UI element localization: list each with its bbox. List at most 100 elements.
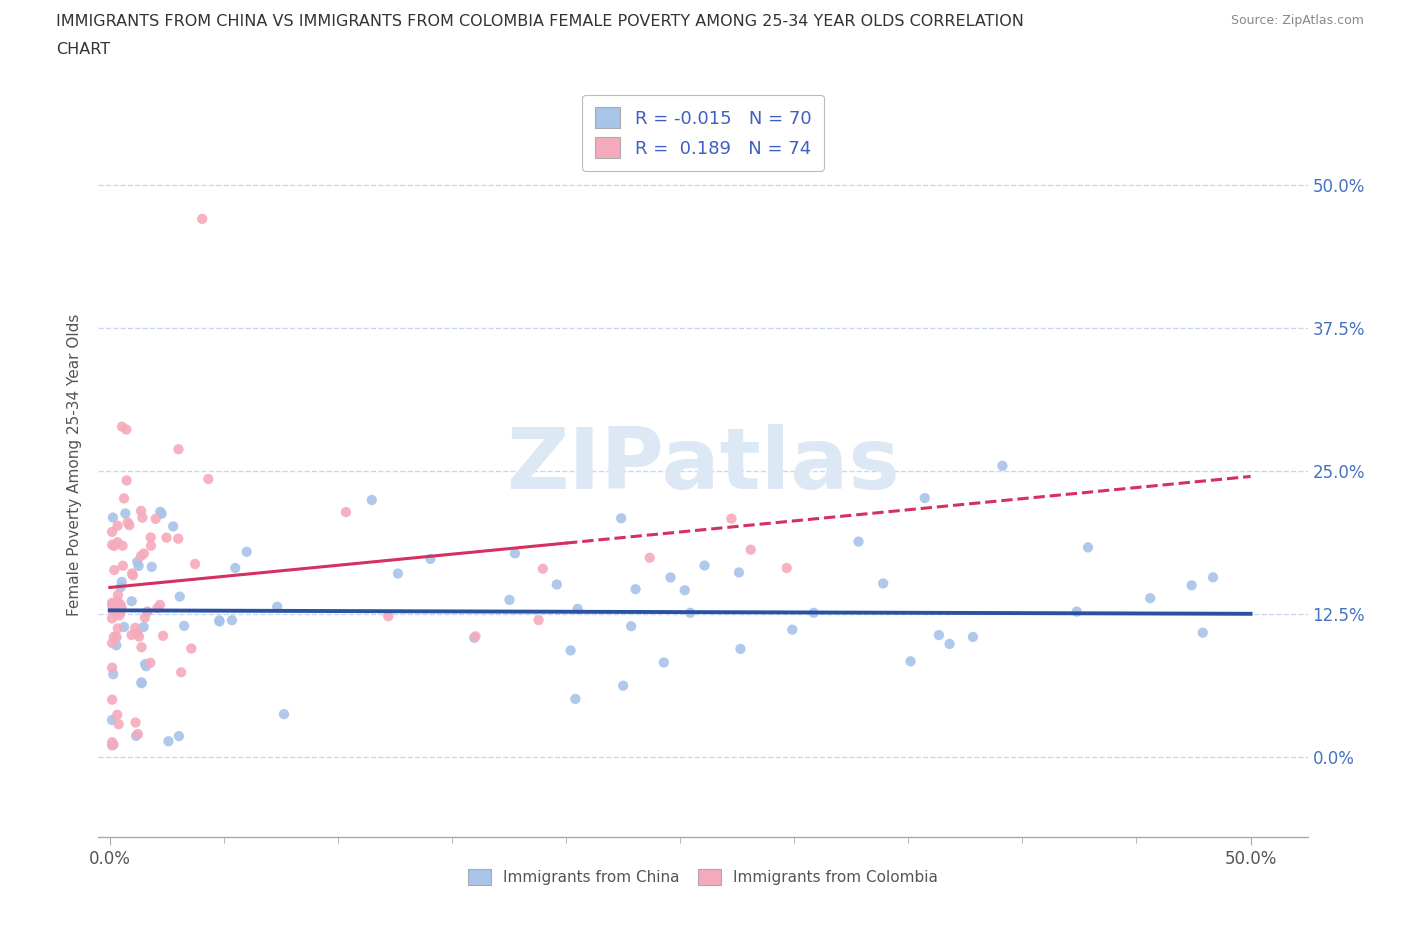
- Point: [101, 712, 124, 727]
- Point: [124, 620, 146, 635]
- Point: [612, 678, 634, 693]
- Point: [938, 636, 960, 651]
- Point: [136, 604, 159, 618]
- Point: [118, 518, 141, 533]
- Point: [197, 472, 219, 486]
- Point: [1066, 604, 1088, 619]
- Point: [377, 609, 399, 624]
- Point: [167, 531, 190, 546]
- Point: [624, 582, 647, 597]
- Point: [610, 511, 633, 525]
- Point: [103, 737, 125, 752]
- Point: [101, 538, 124, 552]
- Point: [107, 717, 129, 732]
- Point: [105, 630, 128, 644]
- Point: [127, 726, 149, 741]
- Point: [173, 618, 195, 633]
- Point: [720, 512, 742, 526]
- Point: [167, 729, 190, 744]
- Point: [107, 621, 129, 636]
- Point: [728, 565, 751, 580]
- Point: [101, 735, 124, 750]
- Point: [464, 629, 486, 644]
- Point: [531, 562, 554, 577]
- Point: [266, 599, 288, 614]
- Point: [101, 603, 124, 618]
- Point: [139, 530, 162, 545]
- Point: [110, 597, 132, 612]
- Point: [101, 692, 124, 707]
- Point: [169, 589, 191, 604]
- Point: [900, 654, 922, 669]
- Point: [111, 558, 134, 573]
- Point: [105, 597, 128, 612]
- Point: [107, 518, 129, 533]
- Point: [224, 561, 246, 576]
- Point: [124, 715, 146, 730]
- Point: [110, 600, 132, 615]
- Point: [155, 530, 177, 545]
- Point: [564, 692, 586, 707]
- Point: [191, 211, 214, 226]
- Point: [463, 631, 485, 645]
- Point: [139, 656, 162, 671]
- Point: [273, 707, 295, 722]
- Point: [1139, 591, 1161, 605]
- Legend: Immigrants from China, Immigrants from Colombia: Immigrants from China, Immigrants from C…: [460, 861, 946, 893]
- Point: [135, 658, 157, 673]
- Point: [419, 551, 441, 566]
- Text: CHART: CHART: [56, 42, 110, 57]
- Point: [848, 534, 870, 549]
- Point: [928, 628, 950, 643]
- Point: [184, 556, 207, 571]
- Point: [150, 506, 173, 521]
- Point: [387, 566, 409, 581]
- Point: [121, 628, 143, 643]
- Point: [638, 551, 661, 565]
- Point: [132, 619, 155, 634]
- Point: [141, 560, 163, 575]
- Point: [546, 578, 568, 592]
- Point: [134, 657, 156, 671]
- Point: [101, 660, 124, 675]
- Point: [101, 738, 124, 753]
- Point: [235, 544, 257, 559]
- Point: [730, 642, 752, 657]
- Point: [1077, 540, 1099, 555]
- Point: [101, 598, 124, 613]
- Point: [103, 538, 125, 553]
- Point: [105, 638, 128, 653]
- Point: [121, 593, 143, 608]
- Point: [503, 546, 526, 561]
- Point: [101, 510, 124, 525]
- Point: [1202, 570, 1225, 585]
- Point: [105, 708, 128, 723]
- Point: [620, 618, 643, 633]
- Point: [101, 611, 124, 626]
- Point: [111, 538, 134, 553]
- Point: [149, 504, 172, 519]
- Point: [157, 734, 180, 749]
- Point: [145, 512, 167, 526]
- Point: [914, 491, 936, 506]
- Point: [335, 505, 357, 520]
- Point: [567, 602, 589, 617]
- Point: [131, 511, 153, 525]
- Point: [112, 491, 135, 506]
- Point: [129, 503, 152, 518]
- Point: [208, 613, 231, 628]
- Point: [208, 614, 231, 629]
- Point: [673, 583, 696, 598]
- Point: [693, 558, 716, 573]
- Point: [149, 597, 172, 612]
- Point: [128, 630, 150, 644]
- Point: [132, 546, 155, 561]
- Point: [101, 595, 124, 610]
- Point: [134, 610, 156, 625]
- Point: [129, 549, 152, 564]
- Point: [108, 608, 131, 623]
- Point: [101, 635, 124, 650]
- Point: [139, 538, 162, 553]
- Y-axis label: Female Poverty Among 25-34 Year Olds: Female Poverty Among 25-34 Year Olds: [67, 313, 83, 617]
- Point: [115, 422, 138, 437]
